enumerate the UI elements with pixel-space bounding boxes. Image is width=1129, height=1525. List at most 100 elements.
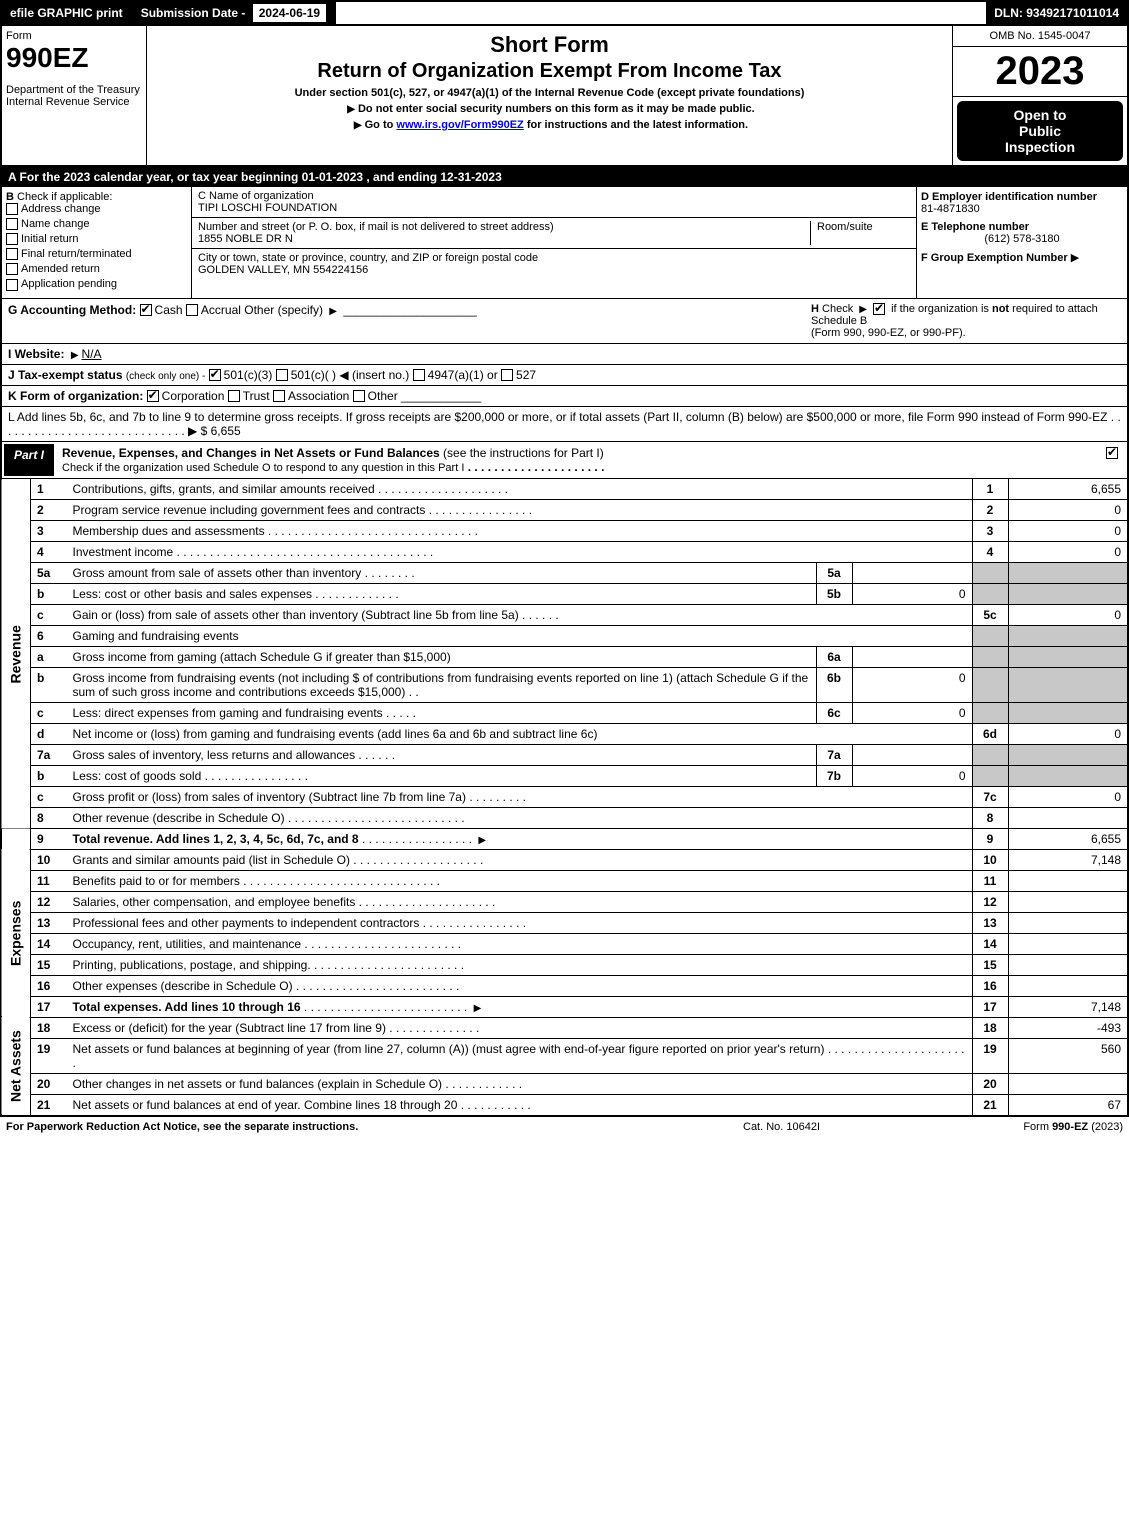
footer-paperwork: For Paperwork Reduction Act Notice, see …	[6, 1121, 743, 1133]
chk-other-org[interactable]	[353, 390, 365, 402]
efile-print-label[interactable]: efile GRAPHIC print	[2, 2, 133, 24]
title-short-form: Short Form	[153, 32, 946, 58]
line-21: 21 Net assets or fund balances at end of…	[1, 1094, 1128, 1115]
line-6b: b Gross income from fundraising events (…	[1, 667, 1128, 702]
tel-value: (612) 578-3180	[921, 233, 1123, 245]
row-l-amount: $ 6,655	[201, 424, 241, 438]
chk-application-pending[interactable]: Application pending	[6, 278, 187, 290]
line-7c: c Gross profit or (loss) from sales of i…	[1, 786, 1128, 807]
line-20: 20 Other changes in net assets or fund b…	[1, 1073, 1128, 1094]
arrow-icon	[856, 303, 870, 315]
line-10: Expenses 10 Grants and similar amounts p…	[1, 849, 1128, 870]
irs-link[interactable]: www.irs.gov/Form990EZ	[396, 119, 523, 131]
chk-sched-b-not-required[interactable]	[873, 303, 885, 315]
arrow-icon: ▶	[1071, 252, 1079, 264]
line-5b: b Less: cost or other basis and sales ex…	[1, 583, 1128, 604]
arrow-icon	[471, 1000, 485, 1014]
chk-schedule-o-used[interactable]	[1106, 447, 1118, 459]
row-i-website: I Website: N/A	[0, 344, 1129, 365]
line-6a: a Gross income from gaming (attach Sched…	[1, 646, 1128, 667]
ein-value: 81-4871830	[921, 203, 980, 215]
arrow-icon: ▶	[188, 424, 197, 438]
tax-year: 2023	[953, 47, 1127, 97]
footer-catno: Cat. No. 10642I	[743, 1121, 943, 1133]
street-value: 1855 NOBLE DR N	[198, 233, 810, 245]
chk-cash[interactable]	[140, 304, 152, 316]
arrow-icon	[475, 832, 489, 846]
chk-527[interactable]	[501, 369, 513, 381]
chk-initial-return[interactable]: Initial return	[6, 233, 187, 245]
line-13: 13 Professional fees and other payments …	[1, 912, 1128, 933]
footer-formno: Form 990-EZ (2023)	[943, 1121, 1123, 1133]
form-number: 990EZ	[6, 42, 142, 74]
line-11: 11 Benefits paid to or for members . . .…	[1, 870, 1128, 891]
header-left: Form 990EZ Department of the Treasury In…	[2, 26, 147, 165]
row-k-form-of-org: K Form of organization: Corporation Trus…	[0, 386, 1129, 407]
group-exemption-label: F Group Exemption Number	[921, 252, 1068, 264]
org-name-label: C Name of organization	[198, 190, 910, 202]
org-name-value: TIPI LOSCHI FOUNDATION	[198, 202, 910, 214]
line-6d: d Net income or (loss) from gaming and f…	[1, 723, 1128, 744]
part-i-check-text: Check if the organization used Schedule …	[62, 462, 464, 474]
chk-association[interactable]	[273, 390, 285, 402]
row-j-tax-exempt: J Tax-exempt status (check only one) - 5…	[0, 365, 1129, 386]
line-5c: c Gain or (loss) from sale of assets oth…	[1, 604, 1128, 625]
dept-irs: Internal Revenue Service	[6, 96, 142, 108]
chk-4947a1[interactable]	[413, 369, 425, 381]
lines-table: Revenue 1 Contributions, gifts, grants, …	[0, 479, 1129, 1116]
chk-501c3[interactable]	[209, 369, 221, 381]
form-header: Form 990EZ Department of the Treasury In…	[0, 26, 1129, 167]
line-18: Net Assets 18 Excess or (deficit) for th…	[1, 1017, 1128, 1038]
form-word: Form	[6, 30, 142, 42]
block-bcdef: B Check if applicable: Address change Na…	[0, 187, 1129, 299]
line-7b: b Less: cost of goods sold . . . . . . .…	[1, 765, 1128, 786]
header-right: OMB No. 1545-0047 2023 Open to Public In…	[952, 26, 1127, 165]
chk-address-change[interactable]: Address change	[6, 203, 187, 215]
dln: DLN: 93492171011014	[986, 2, 1127, 24]
part-i-header: Part I Revenue, Expenses, and Changes in…	[0, 442, 1129, 479]
omb-number: OMB No. 1545-0047	[953, 26, 1127, 47]
line-9: 9 Total revenue. Add lines 1, 2, 3, 4, 5…	[1, 828, 1128, 849]
h-label: H	[811, 303, 819, 315]
dln-value: 93492171011014	[1026, 6, 1119, 20]
row-a-calendar-year: A For the 2023 calendar year, or tax yea…	[0, 167, 1129, 187]
line-8: 8 Other revenue (describe in Schedule O)…	[1, 807, 1128, 828]
line-6: 6 Gaming and fundraising events	[1, 625, 1128, 646]
room-suite-label: Room/suite	[810, 221, 910, 245]
part-i-label: Part I	[4, 444, 54, 476]
page-footer: For Paperwork Reduction Act Notice, see …	[0, 1116, 1129, 1137]
dept-treasury: Department of the Treasury	[6, 84, 142, 96]
chk-amended-return[interactable]: Amended return	[6, 263, 187, 275]
title-return: Return of Organization Exempt From Incom…	[153, 60, 946, 83]
line-6c: c Less: direct expenses from gaming and …	[1, 702, 1128, 723]
chk-trust[interactable]	[228, 390, 240, 402]
line-4: 4 Investment income . . . . . . . . . . …	[1, 541, 1128, 562]
subtitle-code: Under section 501(c), 527, or 4947(a)(1)…	[153, 87, 946, 99]
chk-accrual[interactable]	[186, 304, 198, 316]
chk-501c[interactable]	[276, 369, 288, 381]
city-label: City or town, state or province, country…	[198, 252, 910, 264]
chk-name-change[interactable]: Name change	[6, 218, 187, 230]
submission-date-label: Submission Date -	[141, 6, 249, 20]
tel-label: E Telephone number	[921, 221, 1029, 233]
topbar-spacer	[336, 9, 986, 17]
section-b-check-if: Check if applicable:	[17, 191, 112, 203]
ein-label: D Employer identification number	[921, 191, 1097, 203]
open-to-public: Open to Public Inspection	[957, 101, 1123, 161]
subtitle-ssn: Do not enter social security numbers on …	[153, 103, 946, 115]
expenses-vlabel: Expenses	[1, 849, 31, 1017]
arrow-icon	[326, 303, 340, 317]
website-label: I Website:	[8, 347, 64, 361]
accounting-method-label: G Accounting Method:	[8, 303, 136, 317]
row-l-gross-receipts: L Add lines 5b, 6c, and 7b to line 9 to …	[0, 407, 1129, 442]
line-19: 19 Net assets or fund balances at beginn…	[1, 1038, 1128, 1073]
line-5a: 5a Gross amount from sale of assets othe…	[1, 562, 1128, 583]
line-16: 16 Other expenses (describe in Schedule …	[1, 975, 1128, 996]
line-3: 3 Membership dues and assessments . . . …	[1, 520, 1128, 541]
arrow-icon	[344, 103, 358, 115]
netassets-vlabel: Net Assets	[1, 1017, 31, 1115]
chk-corporation[interactable]	[147, 390, 159, 402]
chk-final-return[interactable]: Final return/terminated	[6, 248, 187, 260]
line-15: 15 Printing, publications, postage, and …	[1, 954, 1128, 975]
section-c: C Name of organization TIPI LOSCHI FOUND…	[192, 187, 917, 298]
